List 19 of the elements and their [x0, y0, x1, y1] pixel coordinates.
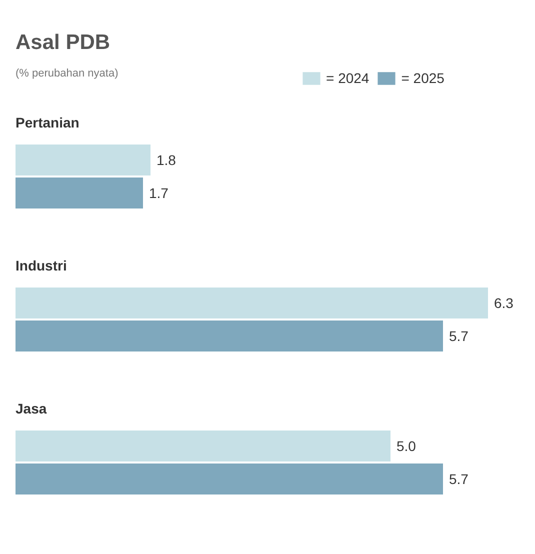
bar	[16, 320, 443, 352]
y-tick-label: Industri	[16, 258, 67, 274]
y-tick-label: Pertanian	[16, 114, 80, 130]
y-tick-label: Jasa	[16, 400, 47, 416]
data-label: 1.8	[156, 152, 176, 168]
bar	[16, 144, 150, 176]
data-label: 1.7	[149, 185, 169, 201]
bar	[16, 430, 390, 462]
bar	[16, 464, 443, 494]
data-label: 6.3	[494, 295, 514, 311]
text: (% perubahan nyata)	[16, 68, 118, 80]
chart-title: Asal PDB	[16, 31, 110, 54]
data-label: 5.0	[396, 438, 416, 454]
bar	[16, 178, 143, 208]
bar	[16, 288, 488, 318]
data-label: 5.7	[449, 328, 469, 344]
legend-label: = 2025	[401, 70, 444, 86]
legend-label: = 2024	[326, 70, 370, 86]
data-label: 5.7	[449, 471, 469, 487]
